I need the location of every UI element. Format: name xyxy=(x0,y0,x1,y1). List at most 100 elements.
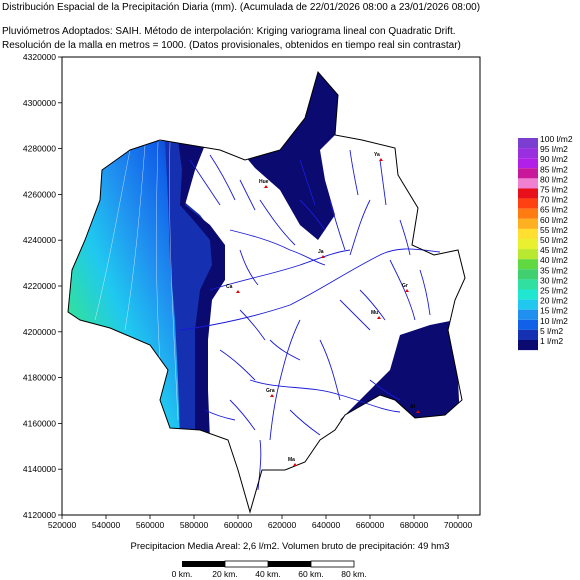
x-tick-label: 580000 xyxy=(180,520,209,530)
legend-swatch xyxy=(518,138,538,149)
legend-label: 85 l/m2 xyxy=(540,164,568,174)
legend-label: 90 l/m2 xyxy=(540,154,568,164)
low-precip-band xyxy=(165,140,218,440)
legend-swatch xyxy=(518,198,538,209)
y-tick-label: 4220000 xyxy=(23,281,56,291)
y-tick-label: 4300000 xyxy=(23,98,56,108)
dark-zone-north xyxy=(240,72,345,240)
legend-label: 50 l/m2 xyxy=(540,235,568,245)
y-tick-label: 4160000 xyxy=(23,418,56,428)
legend-label: 35 l/m2 xyxy=(540,265,568,275)
legend-swatch xyxy=(518,269,538,280)
city-hue: Hue xyxy=(259,179,269,188)
legend-swatch xyxy=(518,208,538,219)
svg-text:Gr: Gr xyxy=(402,283,408,289)
legend-label: 65 l/m2 xyxy=(540,205,568,215)
legend-label: 20 l/m2 xyxy=(540,296,568,306)
y-tick-label: 4140000 xyxy=(23,464,56,474)
city-al: Al xyxy=(410,404,420,413)
svg-text:Ja: Ja xyxy=(318,249,324,255)
city-mu: Mu xyxy=(371,310,381,319)
svg-text:Ca: Ca xyxy=(226,284,233,290)
legend-swatch xyxy=(518,178,538,189)
scale-label-60: 60 km. xyxy=(298,569,324,579)
svg-text:Hue: Hue xyxy=(259,179,269,185)
legend-label: 75 l/m2 xyxy=(540,185,568,195)
scale-label-40: 40 km. xyxy=(255,569,281,579)
map-title: Distribución Espacial de la Precipitació… xyxy=(2,2,481,13)
legend-swatch xyxy=(518,340,538,351)
scale-label-0: 0 km. xyxy=(172,569,193,579)
y-tick-label: 4240000 xyxy=(23,235,56,245)
legend-label: 70 l/m2 xyxy=(540,195,568,205)
legend-swatch xyxy=(518,299,538,310)
areal-summary: Precipitacion Media Areal: 2,6 l/m2. Vol… xyxy=(130,541,450,552)
svg-text:Ma: Ma xyxy=(288,457,295,463)
resolution-subtitle: Resolución de la malla en metros = 1000.… xyxy=(2,40,461,51)
legend-label: 25 l/m2 xyxy=(540,286,568,296)
legend-swatch xyxy=(518,158,538,169)
y-tick-label: 4120000 xyxy=(23,510,56,520)
x-tick-label: 640000 xyxy=(312,520,341,530)
x-tick-label: 540000 xyxy=(92,520,121,530)
svg-text:Mu: Mu xyxy=(371,310,378,316)
legend-swatch xyxy=(518,168,538,179)
y-tick-label: 4180000 xyxy=(23,373,56,383)
legend-swatch xyxy=(518,188,538,199)
scale-label-80: 80 km. xyxy=(341,569,367,579)
city-markers: Ya Hue Ja Gr Ca Mu Al Gra Ma xyxy=(226,152,420,466)
legend-swatch xyxy=(518,218,538,229)
legend-label: 45 l/m2 xyxy=(540,245,568,255)
x-axis: 520000 540000 560000 580000 600000 620000 6400… xyxy=(48,515,472,530)
city-gr: Gr xyxy=(402,283,409,292)
legend-swatch xyxy=(518,309,538,320)
y-tick-label: 4280000 xyxy=(23,144,56,154)
basin-outline xyxy=(67,70,466,514)
city-gra: Gra xyxy=(266,388,275,397)
x-tick-label: 600000 xyxy=(224,520,253,530)
legend-swatch xyxy=(518,228,538,239)
y-tick-label: 4200000 xyxy=(23,327,56,337)
city-ya: Ya xyxy=(374,152,383,161)
y-tick-label: 4260000 xyxy=(23,189,56,199)
river-network xyxy=(179,149,441,491)
legend-label: 55 l/m2 xyxy=(540,225,568,235)
legend-swatch xyxy=(518,148,538,159)
legend-label: 100 l/m2 xyxy=(540,134,573,144)
legend-swatch xyxy=(518,329,538,340)
legend-label: 30 l/m2 xyxy=(540,275,568,285)
legend-swatch xyxy=(518,319,538,330)
legend-swatch xyxy=(518,289,538,300)
legend-label: 80 l/m2 xyxy=(540,174,568,184)
legend-swatch xyxy=(518,249,538,260)
x-tick-label: 620000 xyxy=(268,520,297,530)
scale-bar: 0 km. 20 km. 40 km. 60 km. 80 km. xyxy=(172,560,367,579)
city-ja: Ja xyxy=(318,249,325,258)
legend-label: 40 l/m2 xyxy=(540,255,568,265)
x-tick-label: 520000 xyxy=(48,520,77,530)
dark-zone-southeast xyxy=(340,320,460,425)
legend-label: 10 l/m2 xyxy=(540,316,568,326)
x-tick-label: 680000 xyxy=(400,520,429,530)
legend-swatch xyxy=(518,279,538,290)
y-axis: 4320000 4300000 4280000 4260000 4240000 42200… xyxy=(23,52,62,520)
x-tick-label: 560000 xyxy=(136,520,165,530)
legend-label: 60 l/m2 xyxy=(540,215,568,225)
scale-label-20: 20 km. xyxy=(212,569,238,579)
legend-label: 5 l/m2 xyxy=(540,326,563,336)
svg-text:Al: Al xyxy=(410,404,416,410)
dark-band-west xyxy=(178,140,225,440)
x-tick-label: 660000 xyxy=(356,520,385,530)
legend-label: 15 l/m2 xyxy=(540,306,568,316)
city-ma: Ma xyxy=(288,457,297,466)
legend-swatch xyxy=(518,239,538,250)
city-ca: Ca xyxy=(226,284,240,293)
y-tick-label: 4320000 xyxy=(23,52,56,62)
legend-swatch xyxy=(518,259,538,270)
svg-text:Ya: Ya xyxy=(374,152,380,158)
legend-label: 1 l/m2 xyxy=(540,336,563,346)
svg-text:Gra: Gra xyxy=(266,388,275,394)
method-subtitle: Pluviómetros Adoptados: SAIH. Método de … xyxy=(2,26,456,37)
